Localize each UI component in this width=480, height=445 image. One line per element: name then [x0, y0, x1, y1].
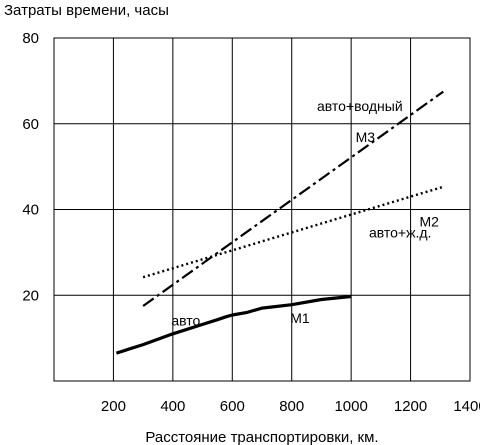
x-axis-title: Расстояние транспортировки, км.: [145, 429, 378, 445]
y-axis-title: Затраты времени, часы: [4, 2, 169, 19]
y-tick-label: 80: [22, 30, 39, 47]
y-tick-label: 60: [22, 116, 39, 133]
annotation-m1-mode: авто: [171, 312, 200, 328]
series-line-m1: [115, 294, 352, 355]
x-tick-label: 1200: [394, 398, 427, 415]
annotation-m1-code: М1: [290, 310, 310, 326]
annotations-layer: авто М1 авто+ж.д.М2 авто+водный М3: [171, 98, 439, 328]
annotation-m2-mode: авто+ж.д.: [369, 224, 431, 240]
annotation-m3-code: М3: [356, 129, 376, 145]
plot-frame: [53, 37, 471, 382]
x-tick-label: 1400: [453, 398, 480, 415]
y-tick-label: 20: [22, 287, 39, 304]
x-tick-label: 1000: [334, 398, 367, 415]
grid: [54, 38, 470, 381]
ticks-layer: 200 400 600 800 1000 1200 1400 20 40 60 80: [22, 30, 480, 415]
series-line-m3: [142, 90, 444, 307]
x-tick-label: 800: [279, 398, 304, 415]
annotation-m2-code: М2: [419, 214, 439, 230]
x-tick-label: 200: [101, 398, 126, 415]
series-layer: [115, 90, 444, 355]
y-tick-label: 40: [22, 202, 39, 219]
series-line-m2: [142, 185, 444, 279]
annotation-m3-mode: авто+водный: [317, 98, 403, 114]
x-tick-label: 600: [220, 398, 245, 415]
x-tick-label: 400: [160, 398, 185, 415]
